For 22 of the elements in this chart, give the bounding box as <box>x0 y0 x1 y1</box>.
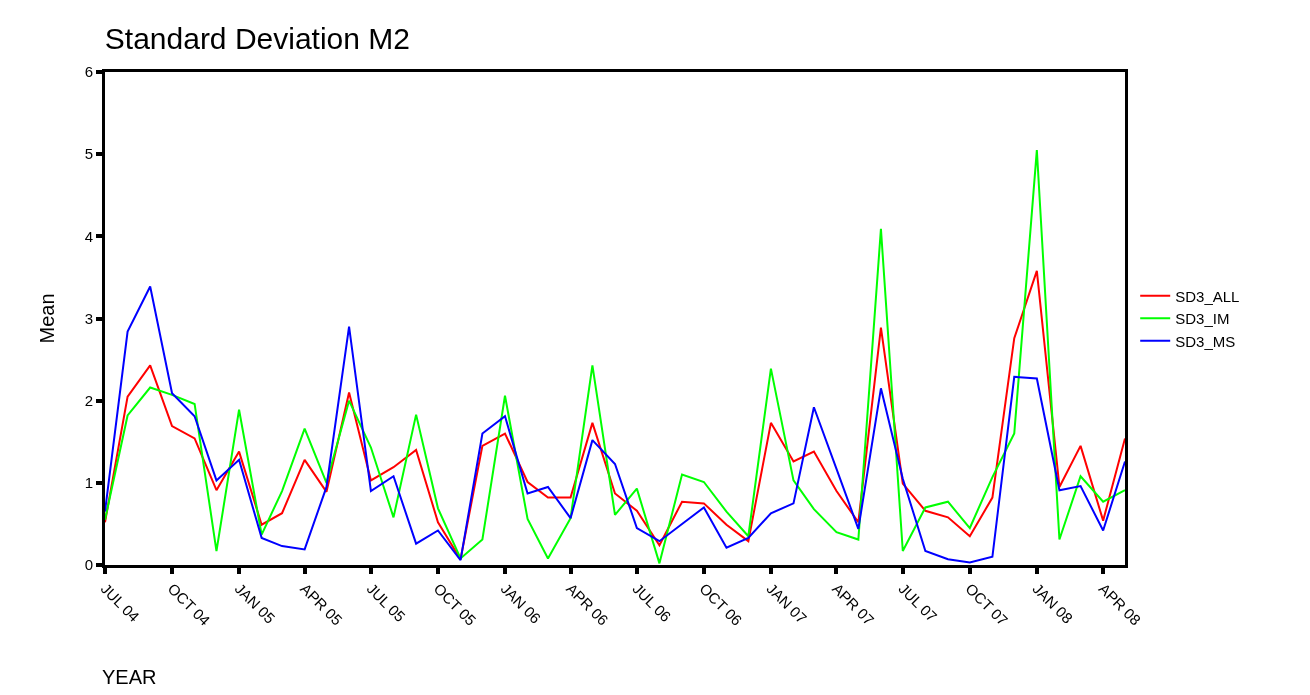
chart-title: Standard Deviation M2 <box>104 21 410 55</box>
x-tick-label: JAN 05 <box>231 579 279 627</box>
x-tick-label: JUL 07 <box>895 579 941 626</box>
x-tick-label: JAN 08 <box>1029 579 1077 627</box>
line-series <box>105 149 1125 565</box>
x-tick-label: JAN 07 <box>763 579 811 627</box>
y-axis-title: Mean <box>36 293 59 344</box>
x-tick-label: JUL 05 <box>363 579 409 626</box>
y-tick-label: 5 <box>84 145 93 163</box>
x-axis-title: YEAR <box>102 666 157 688</box>
y-tick-label: 0 <box>84 556 93 574</box>
legend-label: SD3_IM <box>1175 310 1230 328</box>
x-tick-label: JAN 06 <box>497 579 545 627</box>
x-tick-label: JUL 04 <box>97 579 143 626</box>
y-tick-label: 1 <box>84 474 93 492</box>
y-tick-label: 6 <box>84 63 93 81</box>
y-tick-label: 4 <box>84 227 93 245</box>
x-tick-label: JUL 06 <box>629 579 675 626</box>
y-tick-label: 2 <box>84 391 93 409</box>
legend-label: SD3_ALL <box>1175 287 1240 305</box>
legend-label: SD3_MS <box>1175 332 1236 350</box>
y-tick-label: 3 <box>84 309 93 327</box>
